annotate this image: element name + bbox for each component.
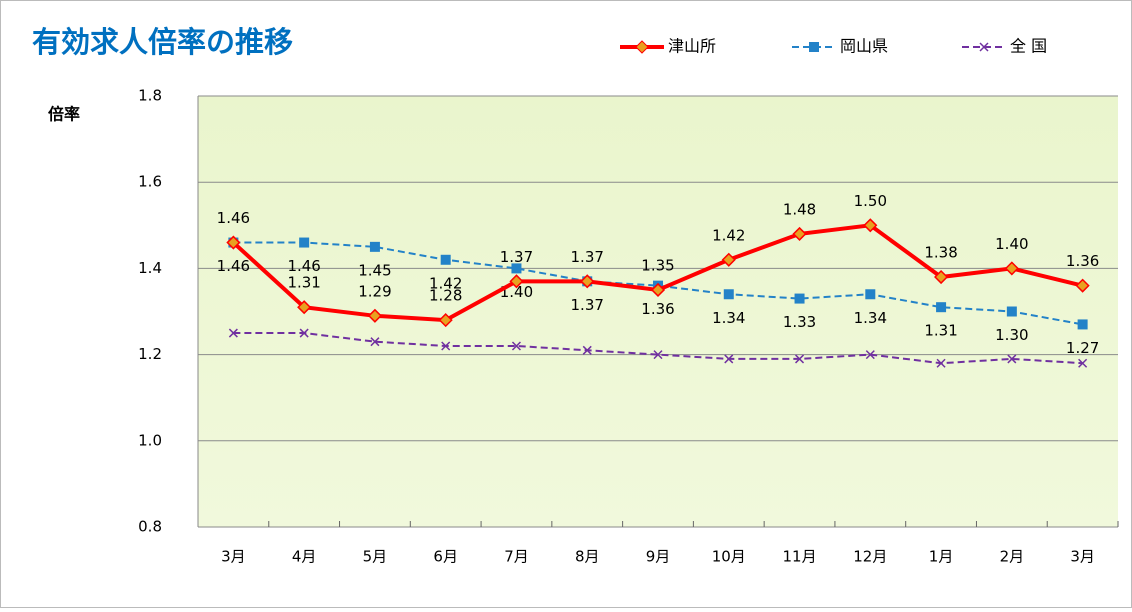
marker (650, 282, 666, 298)
marker (1075, 278, 1090, 293)
x-tick-label: 12月 (853, 548, 887, 566)
marker (863, 218, 878, 233)
data-label: 1.28 (429, 287, 462, 305)
marker (794, 293, 805, 304)
data-label: 1.46 (217, 209, 250, 227)
x-tick-label: 1月 (929, 548, 954, 566)
data-label: 1.37 (500, 248, 533, 266)
data-label: 1.35 (641, 256, 674, 274)
data-label: 1.37 (571, 296, 604, 314)
data-label: 1.29 (358, 282, 391, 300)
y-tick-label: 1.8 (138, 87, 162, 105)
data-label: 1.34 (712, 309, 745, 327)
marker (509, 274, 524, 289)
marker (511, 341, 521, 351)
x-tick-label: 5月 (363, 548, 388, 566)
data-label: 1.34 (854, 309, 887, 327)
marker (582, 345, 592, 355)
marker (438, 313, 453, 328)
y-tick-label: 1.4 (138, 259, 162, 277)
legend-label: 岡山県 (840, 37, 888, 56)
y-tick-label: 1.6 (138, 173, 162, 191)
data-label: 1.46 (287, 257, 320, 275)
marker (369, 241, 380, 252)
marker (367, 308, 382, 323)
data-label: 1.40 (995, 235, 1028, 253)
marker (1007, 354, 1017, 364)
data-label: 1.42 (429, 274, 462, 292)
legend-marker (979, 42, 989, 52)
data-label: 1.50 (854, 192, 887, 210)
x-tick-label: 6月 (433, 548, 458, 566)
x-tick-label: 4月 (292, 548, 317, 566)
x-tick-label: 2月 (1000, 548, 1025, 566)
y-tick-label: 1.0 (138, 431, 162, 449)
y-tick-label: 0.8 (138, 518, 162, 536)
marker (936, 302, 947, 313)
x-tick-label: 7月 (504, 548, 529, 566)
x-tick-label: 11月 (782, 548, 816, 566)
y-tick-label: 1.2 (138, 345, 162, 363)
marker (370, 337, 380, 347)
marker (299, 237, 310, 248)
data-label: 1.37 (571, 248, 604, 266)
x-tick-label: 3月 (1070, 548, 1095, 566)
marker (228, 328, 238, 338)
marker (936, 358, 946, 368)
marker (653, 350, 663, 360)
marker (1004, 261, 1019, 276)
data-label: 1.46 (217, 257, 250, 275)
data-label: 1.45 (358, 261, 391, 279)
data-label: 1.42 (712, 226, 745, 244)
marker (792, 226, 807, 241)
marker (299, 328, 309, 338)
data-label: 1.31 (924, 322, 957, 340)
marker (440, 254, 451, 265)
marker (226, 235, 241, 250)
data-label: 1.31 (287, 274, 320, 292)
marker (934, 269, 949, 285)
data-label: 1.48 (783, 200, 816, 218)
data-label: 1.27 (1066, 339, 1099, 357)
marker (511, 263, 522, 274)
marker (1078, 358, 1088, 368)
data-label: 1.36 (1066, 252, 1099, 270)
marker (795, 354, 805, 364)
marker (297, 300, 312, 315)
marker (721, 252, 736, 267)
marker (724, 354, 734, 364)
legend-label: 全 国 (1010, 37, 1047, 56)
marker (1006, 306, 1017, 317)
marker (865, 289, 876, 300)
x-tick-label: 3月 (221, 548, 246, 566)
marker (723, 289, 734, 300)
marker (441, 341, 451, 351)
x-tick-label: 9月 (646, 548, 671, 566)
data-label: 1.36 (641, 300, 674, 318)
data-label: 1.30 (995, 326, 1028, 344)
data-label: 1.33 (783, 313, 816, 331)
legend-marker (635, 40, 649, 54)
chart-title: 有効求人倍率の推移 (32, 25, 293, 59)
marker (1077, 319, 1088, 330)
y-axis-label: 倍率 (48, 105, 80, 124)
data-label: 1.38 (924, 244, 957, 262)
marker (865, 350, 875, 360)
x-tick-label: 10月 (712, 548, 746, 566)
legend-label: 津山所 (668, 37, 716, 56)
legend-marker (809, 42, 819, 52)
x-tick-label: 8月 (575, 548, 600, 566)
marker (580, 274, 595, 289)
